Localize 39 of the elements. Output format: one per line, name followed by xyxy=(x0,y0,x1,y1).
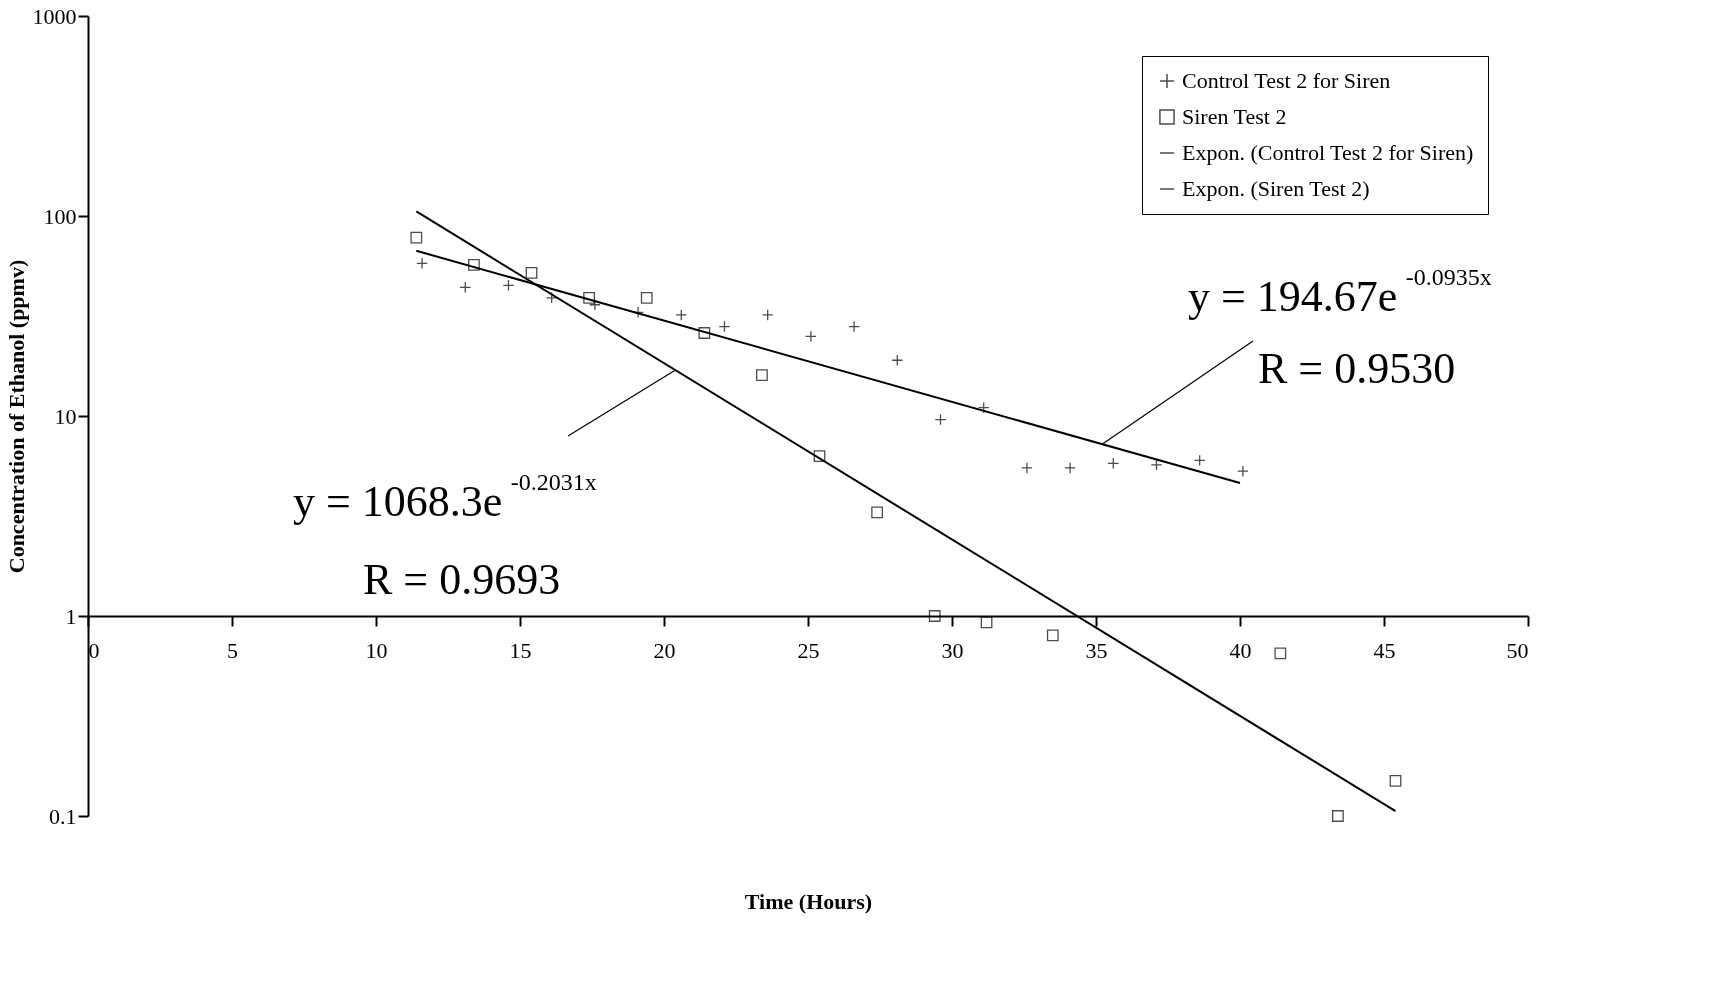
annotation: R = 0.9530 xyxy=(1258,344,1456,393)
x-tick-label: 45 xyxy=(1373,637,1396,663)
x-tick-label: 35 xyxy=(1085,637,1108,663)
y-tick-label: 1 xyxy=(65,603,77,629)
x-tick-label: 15 xyxy=(509,637,532,663)
annotation: R = 0.9693 xyxy=(363,555,561,604)
x-axis-title: Time (Hours) xyxy=(744,888,873,914)
point xyxy=(1046,629,1059,642)
point xyxy=(698,327,711,339)
legend-label: Expon. (Siren Test 2) xyxy=(1182,176,1370,201)
point xyxy=(1389,774,1402,787)
y-tick-label: 10 xyxy=(54,403,77,429)
x-tick-label: 10 xyxy=(365,637,388,663)
x-tick-label: 50 xyxy=(1506,637,1529,663)
point xyxy=(1332,810,1344,822)
point xyxy=(980,616,993,629)
point xyxy=(1274,647,1287,660)
x-tick-label: 30 xyxy=(941,637,964,663)
x-tick-label: 40 xyxy=(1229,637,1252,663)
point xyxy=(756,369,768,382)
point xyxy=(583,291,596,304)
point xyxy=(813,450,826,463)
legend-label: Expon. (Control Test 2 for Siren) xyxy=(1182,140,1474,165)
y-tick-label: 0.1 xyxy=(49,803,77,829)
point xyxy=(871,506,884,519)
x-tick-label: 5 xyxy=(227,637,238,663)
legend-label: Siren Test 2 xyxy=(1182,104,1287,129)
x-tick-label: 20 xyxy=(653,637,676,663)
point xyxy=(410,231,423,244)
point xyxy=(468,258,480,271)
x-tick-label: 25 xyxy=(797,637,820,663)
y-tick-label: 1000 xyxy=(32,3,77,29)
legend-label: Control Test 2 for Siren xyxy=(1182,68,1391,93)
y-tick-label: 100 xyxy=(43,203,77,229)
point xyxy=(928,610,941,622)
x-tick-label: 0 xyxy=(88,637,100,663)
point xyxy=(525,266,538,279)
point xyxy=(640,291,653,304)
y-axis-title: Concentration of Ethanol (ppmv) xyxy=(3,259,29,574)
